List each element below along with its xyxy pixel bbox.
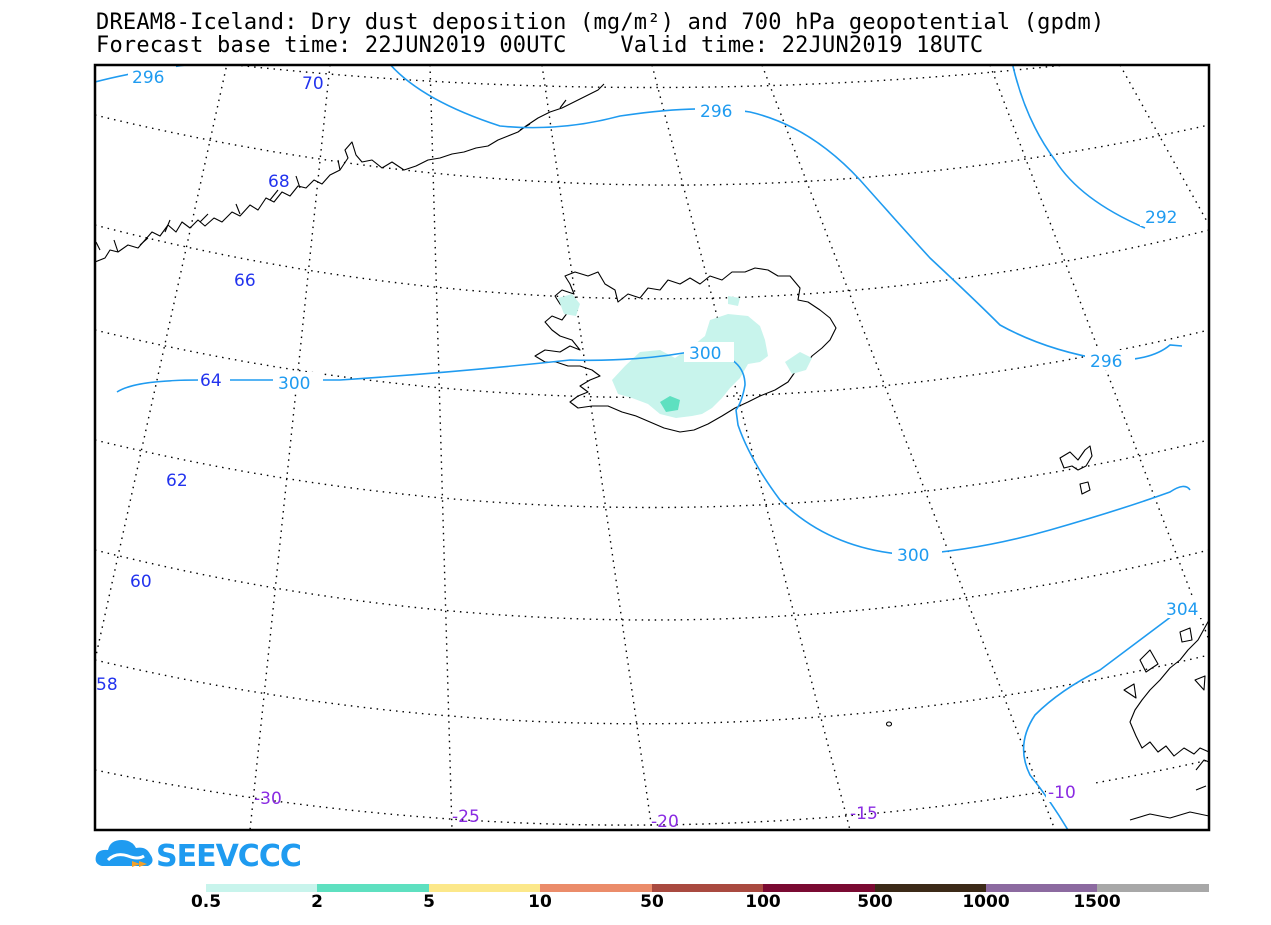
geopotential-contours bbox=[95, 65, 1191, 830]
seevccc-logo: SEEVCCC bbox=[94, 834, 304, 874]
contour-label-296-n: 296 bbox=[700, 102, 732, 122]
contour-label-300-w: 300 bbox=[278, 374, 310, 394]
lon-line-0 bbox=[1119, 65, 1209, 226]
greenland-coast bbox=[95, 83, 605, 263]
lat-line-70 bbox=[229, 65, 1071, 89]
coastlines bbox=[95, 83, 1209, 821]
lat-label-62: 62 bbox=[166, 471, 188, 491]
lon-line-20 bbox=[541, 65, 653, 830]
lon-label-30: -30 bbox=[254, 789, 282, 809]
lat-line-62 bbox=[95, 439, 1209, 509]
lat-line-68 bbox=[95, 114, 1209, 186]
colorbar-label-5: 5 bbox=[423, 892, 435, 912]
greenland-coast-inlets bbox=[95, 99, 567, 253]
colorbar-label-100: 100 bbox=[745, 892, 781, 912]
lon-line-10 bbox=[761, 65, 1056, 830]
contour-296-north bbox=[389, 65, 1183, 362]
lat-line-60 bbox=[95, 549, 1209, 621]
latitude-labels: 70 68 66 64 62 60 58 bbox=[96, 74, 324, 695]
logo-text: SEEVCCC bbox=[156, 839, 301, 874]
cloud-icon: SEEVCCC bbox=[95, 839, 302, 874]
lon-line-35 bbox=[95, 65, 228, 661]
colorbar-segment-3 bbox=[429, 884, 540, 892]
dust-area-light bbox=[612, 314, 768, 418]
dust-area-light-2 bbox=[558, 294, 580, 316]
dust-area-light-4 bbox=[728, 296, 740, 306]
lat-label-60: 60 bbox=[130, 572, 152, 592]
dust-deposition bbox=[558, 294, 812, 418]
contour-label-300-iceland: 300 bbox=[689, 344, 721, 364]
contour-label-300-se: 300 bbox=[897, 546, 929, 566]
colorbar-segment-1 bbox=[206, 884, 317, 892]
faroe-islands bbox=[1059, 445, 1093, 495]
colorbar-segment-7 bbox=[875, 884, 986, 892]
map-title: DREAM8-Iceland: Dry dust deposition (mg/… bbox=[96, 10, 1105, 35]
lat-line-66 bbox=[95, 224, 1209, 300]
iceland-coast bbox=[534, 267, 837, 433]
colorbar-label-2: 2 bbox=[311, 892, 323, 912]
dust-area-light-3 bbox=[785, 352, 812, 374]
colorbar-segment-9 bbox=[1097, 884, 1209, 892]
colorbar-segment-5 bbox=[652, 884, 763, 892]
lon-line-30 bbox=[249, 65, 331, 830]
map-subtitle: Forecast base time: 22JUN2019 00UTC Vali… bbox=[96, 33, 984, 58]
scotland-coast bbox=[1195, 759, 1209, 791]
map-frame bbox=[93, 63, 1211, 832]
colorbar-label-0.5: 0.5 bbox=[190, 892, 222, 912]
colorbar-segment-6 bbox=[763, 884, 875, 892]
contour-label-296-nw: 296 bbox=[132, 68, 164, 88]
colorbar-label-10: 10 bbox=[528, 892, 552, 912]
norway-islands bbox=[1123, 627, 1209, 821]
lon-label-20: -20 bbox=[651, 812, 679, 832]
lat-label-70: 70 bbox=[302, 74, 324, 94]
rockall-islet bbox=[885, 721, 893, 727]
lat-line-58 bbox=[95, 654, 1209, 725]
norway-coast bbox=[1129, 619, 1209, 757]
colorbar-segment-8 bbox=[986, 884, 1097, 892]
longitude-gridlines bbox=[95, 65, 1209, 830]
contour-304 bbox=[1022, 609, 1181, 830]
contour-292 bbox=[1011, 65, 1146, 229]
contour-label-296-e: 296 bbox=[1090, 352, 1122, 372]
lat-label-64: 64 bbox=[200, 371, 222, 391]
lon-line-15 bbox=[651, 65, 851, 830]
colorbar-segment-2 bbox=[317, 884, 429, 892]
colorbar-segment-4 bbox=[540, 884, 652, 892]
lat-label-58: 58 bbox=[96, 675, 118, 695]
lat-label-68: 68 bbox=[268, 172, 290, 192]
colorbar-label-50: 50 bbox=[640, 892, 664, 912]
longitude-labels: -30 -25 -20 -15 -10 bbox=[254, 782, 1096, 832]
colorbar-label-1500: 1500 bbox=[1073, 892, 1121, 912]
colorbar-label-500: 500 bbox=[857, 892, 893, 912]
contour-label-304: 304 bbox=[1166, 600, 1198, 620]
lon-label-25: -25 bbox=[452, 807, 480, 827]
dust-area-medium bbox=[660, 396, 680, 412]
latitude-gridlines bbox=[95, 65, 1209, 826]
lon-label-15: -15 bbox=[850, 804, 878, 824]
lat-label-66: 66 bbox=[234, 271, 256, 291]
lon-line-25 bbox=[429, 65, 453, 830]
contour-300-west bbox=[116, 349, 1191, 556]
contour-labels: 296 296 292 296 300 300 300 304 bbox=[128, 66, 1209, 620]
contour-label-292: 292 bbox=[1145, 208, 1177, 228]
lon-label-10: -10 bbox=[1048, 783, 1076, 803]
colorbar-label-1000: 1000 bbox=[962, 892, 1010, 912]
